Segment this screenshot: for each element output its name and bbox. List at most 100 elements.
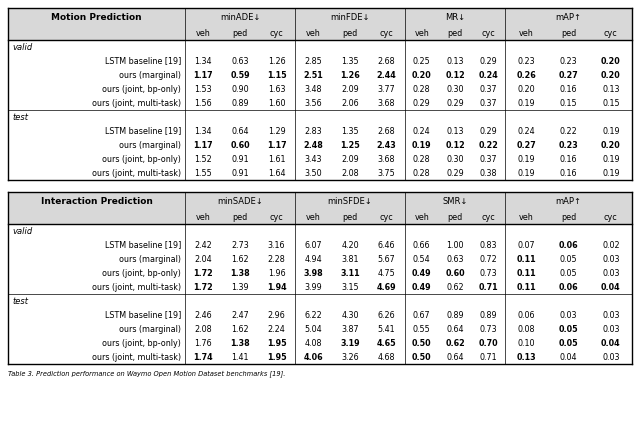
Text: 0.37: 0.37 (479, 84, 497, 93)
Text: LSTM baseline [19]: LSTM baseline [19] (104, 241, 181, 250)
Text: 3.15: 3.15 (341, 282, 359, 291)
Text: 0.89: 0.89 (446, 310, 464, 319)
Text: 0.02: 0.02 (602, 241, 620, 250)
Text: 1.62: 1.62 (231, 255, 249, 264)
Text: 0.13: 0.13 (602, 84, 620, 93)
Text: 0.13: 0.13 (516, 353, 536, 362)
Text: 1.62: 1.62 (231, 324, 249, 333)
Text: 0.19: 0.19 (517, 169, 535, 178)
Text: 2.48: 2.48 (303, 140, 323, 149)
Text: mAP↑: mAP↑ (556, 196, 582, 205)
Text: 0.67: 0.67 (413, 310, 431, 319)
Text: 2.24: 2.24 (268, 324, 285, 333)
Text: 2.06: 2.06 (341, 98, 359, 107)
Text: 3.48: 3.48 (305, 84, 322, 93)
Text: 0.30: 0.30 (446, 155, 464, 163)
Text: ours (joint, bp-only): ours (joint, bp-only) (102, 268, 181, 277)
Text: 1.15: 1.15 (267, 71, 287, 80)
Text: 1.35: 1.35 (341, 127, 359, 136)
Text: 1.17: 1.17 (193, 71, 213, 80)
Text: 2.28: 2.28 (268, 255, 285, 264)
Text: 0.07: 0.07 (517, 241, 535, 250)
Text: 0.29: 0.29 (446, 169, 464, 178)
Text: 0.15: 0.15 (602, 98, 620, 107)
Text: 6.07: 6.07 (305, 241, 322, 250)
Text: veh: veh (414, 212, 429, 222)
Text: 0.64: 0.64 (446, 353, 464, 362)
Text: 0.29: 0.29 (479, 56, 497, 65)
Text: 0.11: 0.11 (516, 268, 536, 277)
Text: 4.08: 4.08 (305, 339, 322, 348)
Text: 4.75: 4.75 (378, 268, 396, 277)
Text: 0.03: 0.03 (602, 324, 620, 333)
Text: 0.05: 0.05 (560, 268, 577, 277)
Text: MR↓: MR↓ (445, 12, 465, 21)
Text: 0.03: 0.03 (602, 268, 620, 277)
Text: ours (joint, bp-only): ours (joint, bp-only) (102, 339, 181, 348)
Text: 4.68: 4.68 (378, 353, 396, 362)
Text: 0.20: 0.20 (601, 56, 621, 65)
Text: 0.03: 0.03 (560, 310, 577, 319)
Text: 1.74: 1.74 (193, 353, 213, 362)
Bar (8, 26, 632, 40)
Text: 0.04: 0.04 (560, 353, 577, 362)
Text: 0.59: 0.59 (230, 71, 250, 80)
Text: 5.04: 5.04 (305, 324, 322, 333)
Text: 1.53: 1.53 (195, 84, 212, 93)
Text: 3.81: 3.81 (341, 255, 359, 264)
Text: 0.71: 0.71 (479, 282, 498, 291)
Text: 0.28: 0.28 (413, 169, 431, 178)
Text: 1.38: 1.38 (230, 268, 250, 277)
Text: 2.73: 2.73 (231, 241, 249, 250)
Text: 3.19: 3.19 (340, 339, 360, 348)
Text: 0.20: 0.20 (601, 71, 621, 80)
Text: 2.85: 2.85 (305, 56, 322, 65)
Text: 0.54: 0.54 (413, 255, 431, 264)
Text: 0.19: 0.19 (602, 127, 620, 136)
Text: 0.06: 0.06 (517, 310, 535, 319)
Bar (8, 192, 632, 210)
Text: 0.27: 0.27 (516, 140, 536, 149)
Text: 1.55: 1.55 (195, 169, 212, 178)
Text: 0.91: 0.91 (231, 169, 249, 178)
Text: 2.47: 2.47 (231, 310, 249, 319)
Text: 2.68: 2.68 (378, 56, 396, 65)
Text: cyc: cyc (270, 212, 284, 222)
Text: 3.43: 3.43 (305, 155, 322, 163)
Text: 0.63: 0.63 (231, 56, 249, 65)
Text: 0.22: 0.22 (478, 140, 499, 149)
Text: 0.63: 0.63 (446, 255, 464, 264)
Text: test: test (12, 113, 28, 122)
Text: 1.26: 1.26 (340, 71, 360, 80)
Text: ped: ped (447, 29, 463, 38)
Text: 4.69: 4.69 (377, 282, 396, 291)
Text: 0.03: 0.03 (602, 310, 620, 319)
Text: 2.04: 2.04 (195, 255, 212, 264)
Text: 3.68: 3.68 (378, 155, 396, 163)
Text: 1.64: 1.64 (268, 169, 285, 178)
Text: 0.19: 0.19 (602, 169, 620, 178)
Text: 0.27: 0.27 (559, 71, 579, 80)
Text: 0.19: 0.19 (412, 140, 431, 149)
Text: 0.29: 0.29 (413, 98, 431, 107)
Text: 0.24: 0.24 (479, 71, 498, 80)
Text: 0.66: 0.66 (413, 241, 431, 250)
Text: veh: veh (519, 29, 534, 38)
Text: ours (joint, multi-task): ours (joint, multi-task) (92, 169, 181, 178)
Text: 6.26: 6.26 (378, 310, 396, 319)
Text: 0.64: 0.64 (231, 127, 249, 136)
Text: 1.56: 1.56 (195, 98, 212, 107)
Text: minADE↓: minADE↓ (220, 12, 260, 21)
Text: cyc: cyc (380, 29, 394, 38)
Text: 2.51: 2.51 (303, 71, 323, 80)
Text: 3.75: 3.75 (378, 169, 396, 178)
Bar (8, 210, 632, 224)
Text: ours (marginal): ours (marginal) (119, 255, 181, 264)
Text: ped: ped (561, 29, 576, 38)
Text: 1.17: 1.17 (267, 140, 287, 149)
Text: 0.04: 0.04 (601, 282, 621, 291)
Text: 4.20: 4.20 (341, 241, 359, 250)
Text: cyc: cyc (380, 212, 394, 222)
Text: 1.26: 1.26 (268, 56, 285, 65)
Text: ped: ped (447, 212, 463, 222)
